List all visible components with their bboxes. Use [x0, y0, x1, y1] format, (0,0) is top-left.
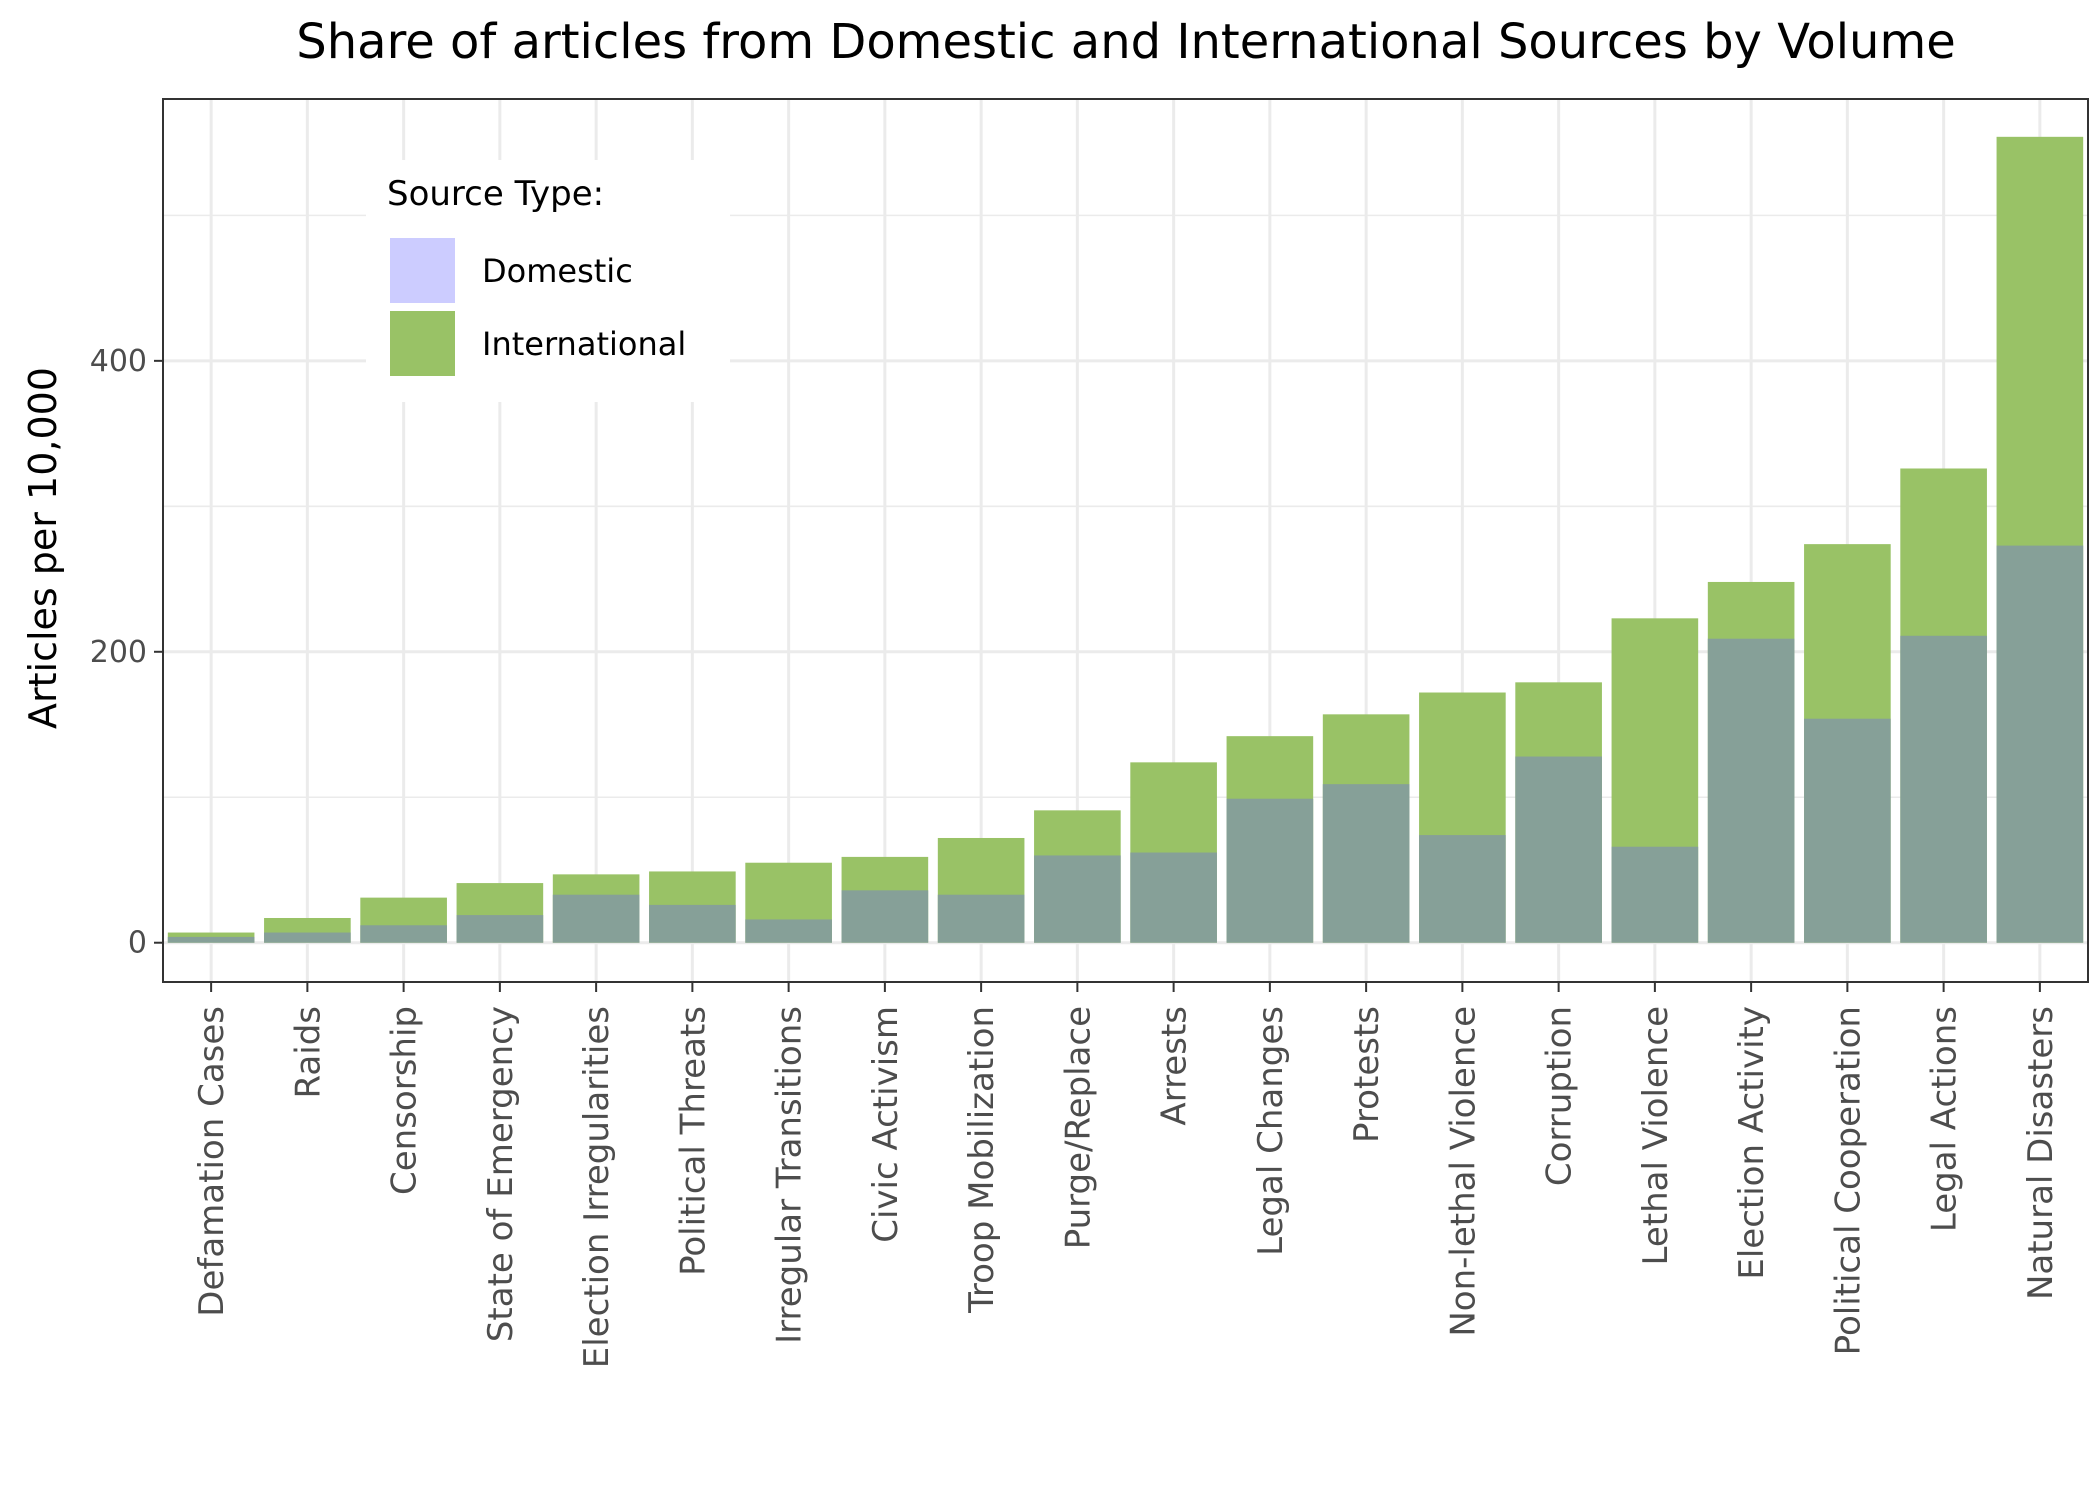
bars [167, 136, 2084, 943]
y-tick-label: 400 [90, 344, 147, 379]
legend-label-domestic: Domestic [482, 252, 633, 290]
x-tick-label: Defamation Cases [192, 1006, 232, 1317]
x-tick-label: Civic Activism [866, 1006, 906, 1243]
bar-domestic [1900, 635, 1987, 943]
bar-domestic [937, 894, 1025, 943]
x-tick-label: Legal Changes [1251, 1006, 1291, 1256]
x-tick-label: Protests [1347, 1006, 1387, 1143]
x-tick-label: Lethal Violence [1636, 1006, 1676, 1266]
x-tick-label: State of Emergency [481, 1006, 521, 1342]
bar-domestic [1419, 835, 1506, 943]
bar-domestic [264, 932, 351, 943]
x-tick-label: Natural Disasters [2021, 1006, 2061, 1300]
axis-ticks: 0 200 400 Defamation Cases Raids Censorship St… [90, 344, 2061, 1368]
x-tick-label: Election Activity [1732, 1006, 1772, 1280]
bar-domestic [167, 936, 255, 943]
bar-domestic [649, 904, 736, 943]
bar-domestic [1226, 798, 1314, 943]
legend-swatch-international [390, 311, 455, 376]
bar-domestic [1130, 852, 1217, 943]
x-tick-label: Non-lethal Violence [1443, 1006, 1483, 1337]
bar-domestic [841, 890, 929, 943]
legend: Source Type: Domestic International [366, 160, 730, 402]
x-tick-label: Political Threats [673, 1006, 713, 1276]
x-tick-label: Political Cooperation [1828, 1006, 1868, 1355]
x-tick-label: Election Irregularities [577, 1006, 617, 1368]
bar-domestic [1804, 718, 1891, 943]
x-tick-label: Irregular Transitions [770, 1006, 810, 1344]
legend-swatch-domestic [390, 238, 455, 303]
legend-label-international: International [482, 325, 686, 363]
bar-domestic [456, 915, 544, 943]
chart-title: Share of articles from Domestic and Inte… [296, 14, 1955, 70]
bar-domestic [1707, 638, 1795, 943]
x-tick-label: Troop Mobilization [962, 1006, 1002, 1314]
x-tick-label: Raids [288, 1006, 328, 1098]
y-tick-label: 0 [128, 926, 147, 961]
bar-domestic [1322, 784, 1410, 943]
bar-domestic [745, 919, 832, 943]
x-tick-label: Legal Actions [1925, 1006, 1965, 1232]
bar-domestic [1996, 545, 2084, 943]
y-axis-title: Articles per 10,000 [21, 367, 65, 729]
bar-domestic [360, 925, 447, 943]
x-tick-label: Purge/Replace [1058, 1006, 1098, 1249]
x-tick-label: Arrests [1155, 1006, 1195, 1126]
plot-border [162, 98, 2089, 983]
bar-domestic [552, 894, 640, 943]
bar-domestic [1034, 855, 1121, 943]
y-tick-label: 200 [90, 635, 147, 670]
x-tick-label: Censorship [385, 1006, 425, 1195]
bar-domestic [1611, 846, 1699, 943]
bar-domestic [1515, 756, 1602, 943]
x-tick-label: Corruption [1540, 1006, 1580, 1186]
legend-title: Source Type: [387, 174, 604, 214]
